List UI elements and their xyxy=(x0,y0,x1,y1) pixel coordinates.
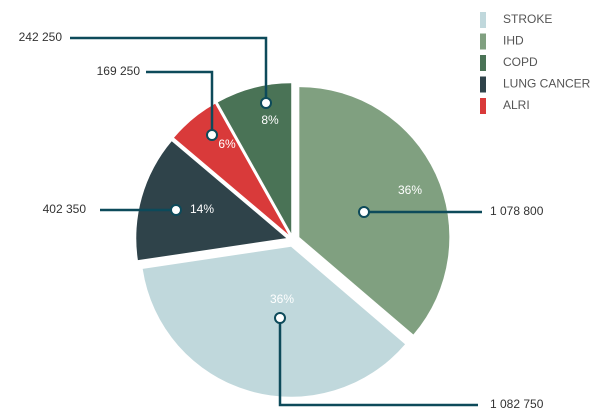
value-label: 1 082 750 xyxy=(490,397,544,410)
value-label: 242 250 xyxy=(19,30,63,44)
legend-label: LUNG CANCER xyxy=(503,77,591,91)
pie-slice xyxy=(142,246,406,397)
pie-slice xyxy=(173,103,289,235)
value-label: 402 350 xyxy=(43,202,87,216)
leader-marker xyxy=(206,129,218,141)
value-label: 169 250 xyxy=(97,64,141,78)
legend-swatch xyxy=(480,55,486,71)
legend-label: STROKE xyxy=(503,12,552,26)
leader-marker xyxy=(358,206,370,218)
percent-label: 14% xyxy=(190,202,214,216)
leader-marker xyxy=(170,204,182,216)
legend-swatch xyxy=(480,98,486,114)
leader-line xyxy=(278,318,478,407)
leader-line xyxy=(70,36,268,103)
leader-marker xyxy=(260,97,272,109)
value-label: 1 078 800 xyxy=(490,204,544,218)
percent-label: 8% xyxy=(261,113,279,127)
legend-label: COPD xyxy=(503,55,538,69)
leader-marker xyxy=(274,312,286,324)
pie-slice xyxy=(217,83,292,234)
leader-line xyxy=(146,70,214,135)
legend-label: ALRI xyxy=(503,98,530,112)
pie-slice xyxy=(136,141,287,261)
percent-label: 36% xyxy=(398,183,422,197)
percent-label: 6% xyxy=(218,137,236,151)
legend-swatch xyxy=(480,33,486,50)
legend-label: IHD xyxy=(503,34,524,48)
legend-swatch xyxy=(480,76,486,93)
percent-label: 36% xyxy=(270,292,294,306)
legend-swatch xyxy=(480,12,486,28)
